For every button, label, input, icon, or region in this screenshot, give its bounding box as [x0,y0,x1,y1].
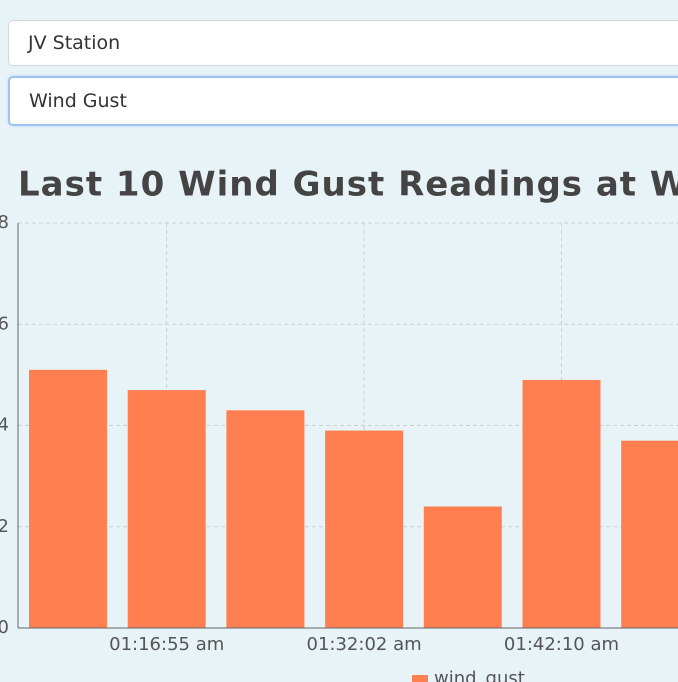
y-tick-label: 0 [0,617,9,638]
chart-title: Last 10 Wind Gust Readings at We [18,165,678,205]
y-tick-label: 4 [0,415,9,436]
y-tick-label: 6 [0,313,9,334]
y-tick-label: 8 [0,212,9,233]
x-tick-label: 01:42:10 am [504,634,619,655]
metric-select[interactable]: Wind Gust [8,76,678,126]
bar [325,430,404,628]
bar [226,410,305,628]
bar [423,506,502,628]
station-select[interactable]: JV Station [8,20,678,66]
bar [621,440,678,628]
bar [127,390,206,628]
bar [522,379,601,628]
legend-label: wind_gust [434,668,525,682]
x-tick-label: 01:32:02 am [307,634,422,655]
y-tick-label: 2 [0,516,9,537]
x-tick-label: 01:16:55 am [109,634,224,655]
bar [29,369,107,628]
legend-swatch [412,675,428,682]
